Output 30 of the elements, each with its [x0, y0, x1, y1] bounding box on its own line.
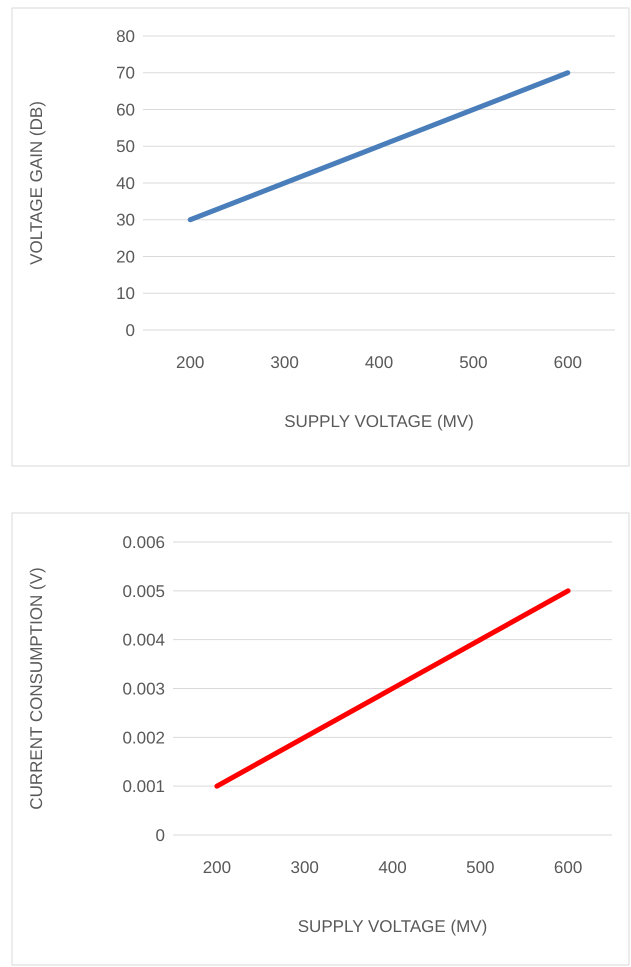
x-tick-label: 400	[378, 858, 407, 877]
y-tick-label: 0	[156, 826, 165, 845]
y-tick-label: 0	[126, 320, 135, 340]
y-tick-label: 30	[116, 210, 135, 230]
x-tick-label: 600	[554, 858, 582, 877]
y-tick-label: 0.002	[122, 728, 165, 748]
y-tick-label: 20	[116, 247, 135, 266]
y-tick-label: 0.001	[122, 777, 165, 796]
y-axis-title: VOLTAGE GAIN (DB)	[27, 101, 46, 265]
x-tick-label: 500	[459, 353, 488, 372]
x-tick-label: 200	[202, 858, 232, 877]
y-tick-label: 10	[116, 284, 135, 304]
y-tick-label: 0.004	[122, 630, 165, 650]
x-axis-title: SUPPLY VOLTAGE (MV)	[298, 917, 488, 936]
x-axis-title: SUPPLY VOLTAGE (MV)	[284, 412, 474, 431]
x-tick-label: 500	[466, 858, 494, 877]
x-tick-label: 300	[270, 353, 299, 372]
y-tick-label: 0.005	[122, 582, 165, 601]
x-tick-label: 400	[364, 353, 394, 372]
y-tick-label: 60	[116, 100, 135, 120]
y-tick-label: 40	[116, 174, 135, 193]
y-tick-label: 50	[116, 137, 135, 156]
y-tick-label: 0.003	[122, 679, 165, 698]
y-tick-label: 0.006	[122, 532, 165, 552]
x-tick-label: 300	[290, 858, 319, 877]
y-tick-label: 80	[116, 26, 135, 46]
y-tick-label: 70	[116, 64, 135, 83]
x-tick-label: 200	[176, 353, 204, 372]
y-axis-title: CURRENT CONSUMPTION (V)	[27, 567, 46, 810]
x-tick-label: 600	[554, 353, 582, 372]
